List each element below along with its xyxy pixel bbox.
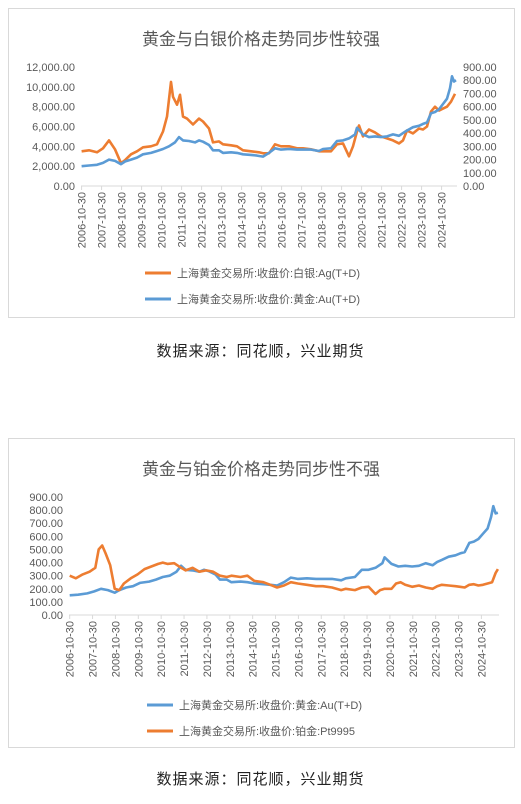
y2-axis-tick-label: 100.00 xyxy=(463,168,497,180)
x-axis-tick-label: 2020-10-30 xyxy=(385,621,397,677)
legend-label-1: 上海黄金交易所:收盘价:黄金:Au(T+D) xyxy=(179,698,362,712)
y2-axis-tick-label: 500.00 xyxy=(463,115,497,127)
platinum-gold-chart-panel: 黄金与铂金价格走势同步性不强 0.00 100.00 200.00 300.00 400.… xyxy=(8,438,515,748)
y2-axis-tick-label: 600.00 xyxy=(463,102,497,114)
x-axis-tick-label: 2008-10-30 xyxy=(110,621,122,677)
chart2-source-note: 数据来源：同花顺，兴业期货 xyxy=(156,770,365,788)
series-line-2 xyxy=(69,544,500,596)
x-axis-tick-label: 2023-10-30 xyxy=(417,192,429,248)
y-axis-tick-label: 100.00 xyxy=(29,597,63,609)
y2-axis-tick-label: 400.00 xyxy=(463,128,497,140)
x-axis-tick-label: 2007-10-30 xyxy=(88,621,100,677)
x-axis-tick-label: 2012-10-30 xyxy=(202,621,214,677)
x-axis-tick-label: 2024-10-30 xyxy=(476,621,488,677)
y2-axis-tick-label: 700.00 xyxy=(463,88,497,100)
x-axis-tick-label: 2006-10-30 xyxy=(65,621,77,677)
series-line-2 xyxy=(81,75,457,168)
y2-axis-tick-label: 0.00 xyxy=(463,181,484,193)
x-axis-tick-label: 2024-10-30 xyxy=(437,192,449,248)
x-axis-tick-label: 2012-10-30 xyxy=(197,192,209,248)
y2-axis-tick-label: 300.00 xyxy=(463,141,497,153)
x-axis-tick-label: 2008-10-30 xyxy=(117,192,129,248)
y-axis-tick-label: 900.00 xyxy=(29,492,63,504)
y-axis-tick-label: 700.00 xyxy=(29,518,63,530)
x-axis-tick-label: 2022-10-30 xyxy=(397,192,409,248)
chart-title: 黄金与铂金价格走势同步性不强 xyxy=(142,460,380,480)
y-axis-tick-label: 0.00 xyxy=(54,181,75,193)
x-axis-tick-label: 2016-10-30 xyxy=(277,192,289,248)
y-axis-tick-label: 8,000.00 xyxy=(32,102,75,114)
x-axis-tick-label: 2023-10-30 xyxy=(454,621,466,677)
legend-label-2: 上海黄金交易所:收盘价:铂金:Pt9995 xyxy=(179,724,355,738)
x-axis-tick-label: 2021-10-30 xyxy=(408,621,420,677)
y-axis-tick-label: 500.00 xyxy=(29,544,63,556)
x-axis-tick-label: 2015-10-30 xyxy=(271,621,283,677)
silver-gold-chart: 黄金与白银价格走势同步性较强 0.00 2,000.00 4,000.00 6,000.… xyxy=(26,30,497,306)
chart1-source-note: 数据来源：同花顺，兴业期货 xyxy=(156,342,365,360)
y-axis-tick-label: 600.00 xyxy=(29,531,63,543)
x-axis-tick-label: 2018-10-30 xyxy=(339,621,351,677)
x-axis-tick-label: 2022-10-30 xyxy=(431,621,443,677)
x-axis-tick-label: 2018-10-30 xyxy=(317,192,329,248)
y-axis-tick-label: 10,000.00 xyxy=(26,82,75,94)
y-axis-tick-label: 800.00 xyxy=(29,505,63,517)
x-axis-tick-label: 2015-10-30 xyxy=(257,192,269,248)
x-axis-tick-label: 2013-10-30 xyxy=(217,192,229,248)
x-axis-tick-label: 2014-10-30 xyxy=(248,621,260,677)
x-axis-tick-label: 2011-10-30 xyxy=(177,192,189,247)
platinum-gold-chart: 黄金与铂金价格走势同步性不强 0.00100.00200.00300.00400.… xyxy=(29,460,500,738)
x-axis-tick-label: 2007-10-30 xyxy=(97,192,109,248)
x-axis-tick-label: 2006-10-30 xyxy=(77,192,89,248)
x-axis-tick-label: 2021-10-30 xyxy=(377,192,389,248)
y2-axis-tick-label: 900.00 xyxy=(463,62,497,74)
y-axis-tick-label: 12,000.00 xyxy=(26,62,75,74)
x-axis-tick-label: 2010-10-30 xyxy=(157,192,169,248)
legend-label-1: 上海黄金交易所:收盘价:白银:Ag(T+D) xyxy=(177,266,360,280)
y-axis-tick-label: 6,000.00 xyxy=(32,122,75,134)
y-axis-tick-label: 4,000.00 xyxy=(32,141,75,153)
y-axis-tick-label: 0.00 xyxy=(42,610,63,622)
x-axis-tick-label: 2020-10-30 xyxy=(357,192,369,248)
x-axis-tick-label: 2017-10-30 xyxy=(297,192,309,248)
x-axis-tick-label: 2017-10-30 xyxy=(316,621,328,677)
y2-axis-tick-label: 200.00 xyxy=(463,155,497,167)
silver-gold-chart-panel: 黄金与白银价格走势同步性较强 0.00 2,000.00 4,000.00 6,000.… xyxy=(8,8,515,318)
x-axis-tick-label: 2013-10-30 xyxy=(225,621,237,677)
x-axis-tick-label: 2010-10-30 xyxy=(156,621,168,677)
series-line-1 xyxy=(69,504,499,597)
x-axis-tick-label: 2014-10-30 xyxy=(237,192,249,248)
x-axis-tick-label: 2011-10-30 xyxy=(179,621,191,676)
chart-title: 黄金与白银价格走势同步性较强 xyxy=(142,30,380,50)
x-axis-tick-label: 2019-10-30 xyxy=(362,621,374,677)
series-line-1 xyxy=(81,80,457,165)
legend-label-2: 上海黄金交易所:收盘价:黄金:Au(T+D) xyxy=(177,292,360,306)
x-axis-tick-label: 2016-10-30 xyxy=(293,621,305,677)
x-axis-tick-label: 2009-10-30 xyxy=(133,621,145,677)
y-axis-tick-label: 2,000.00 xyxy=(32,161,75,173)
y-axis-tick-label: 300.00 xyxy=(29,571,63,583)
x-axis-tick-label: 2019-10-30 xyxy=(337,192,349,248)
y-axis-tick-label: 200.00 xyxy=(29,584,63,596)
y2-axis-tick-label: 800.00 xyxy=(463,75,497,87)
y-axis-tick-label: 400.00 xyxy=(29,558,63,570)
x-axis-tick-label: 2009-10-30 xyxy=(137,192,149,248)
